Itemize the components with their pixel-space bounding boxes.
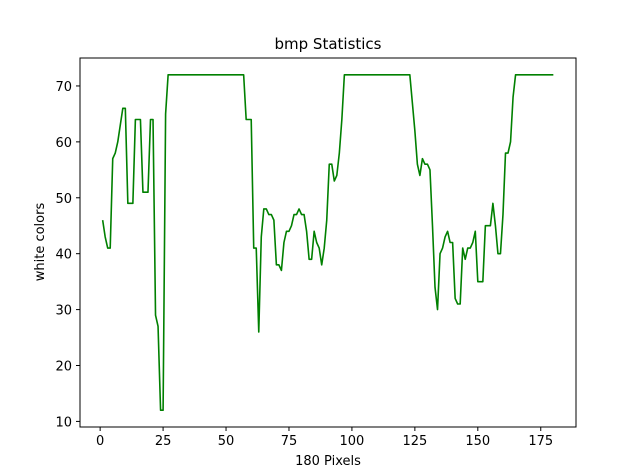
x-tick-label: 0 — [96, 434, 104, 449]
x-tick-label: 175 — [528, 434, 553, 449]
x-tick-label: 100 — [340, 434, 365, 449]
y-tick-label: 20 — [55, 360, 72, 375]
x-axis-label: 180 Pixels — [295, 454, 361, 469]
y-tick-label: 50 — [55, 192, 72, 207]
x-tick-label: 75 — [281, 434, 298, 449]
y-tick-label: 10 — [55, 415, 72, 430]
series-line — [101, 73, 554, 412]
x-tick-label: 150 — [465, 434, 490, 449]
plot-area: 0 25 50 75 100 125 150 175 10 20 30 40 50 60 70 — [55, 73, 554, 449]
x-tick-label: 25 — [155, 434, 172, 449]
x-tick-label: 50 — [218, 434, 235, 449]
y-axis-label: white colors — [33, 203, 48, 282]
y-tick-label: 70 — [55, 80, 72, 95]
chart-title: bmp Statistics — [275, 35, 382, 53]
y-tick-label: 30 — [55, 304, 72, 319]
x-tick-label: 125 — [402, 434, 427, 449]
y-tick-label: 40 — [55, 248, 72, 263]
axes-frame — [79, 57, 577, 428]
y-tick-label: 60 — [55, 136, 72, 151]
